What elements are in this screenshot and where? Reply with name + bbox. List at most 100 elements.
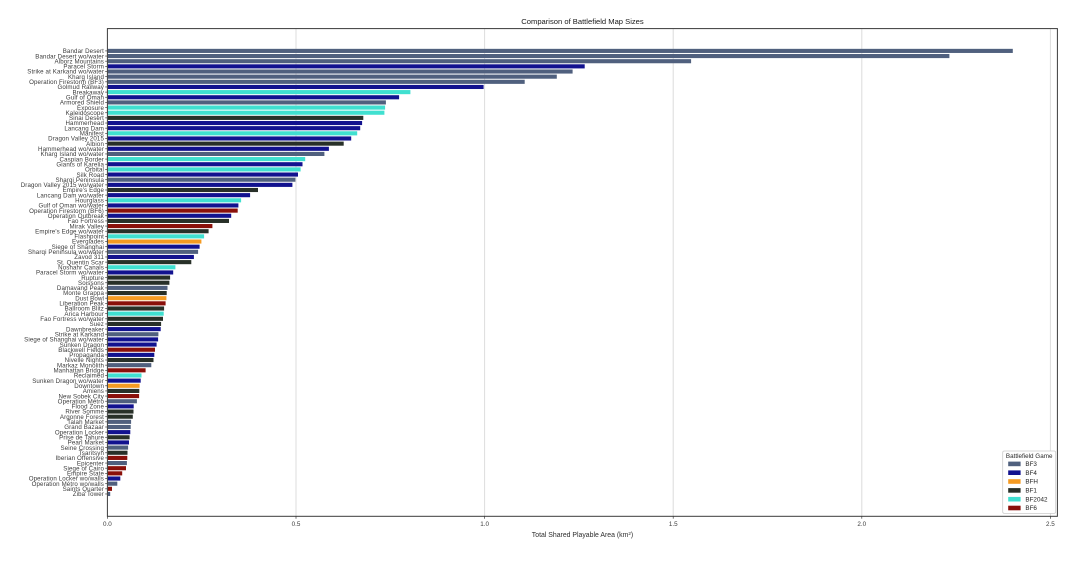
svg-text:Fao Fortress wo/water: Fao Fortress wo/water xyxy=(40,316,104,323)
svg-text:Epicenter: Epicenter xyxy=(77,460,104,467)
svg-text:Saints Quarter: Saints Quarter xyxy=(63,486,104,493)
svg-text:Tsaritsyn: Tsaritsyn xyxy=(79,450,105,457)
svg-text:Exposure: Exposure xyxy=(77,105,104,112)
svg-text:Albion: Albion xyxy=(86,141,104,148)
svg-text:Operation Métro wo/walls: Operation Métro wo/walls xyxy=(32,481,104,488)
svg-text:Silk Road: Silk Road xyxy=(77,172,105,179)
svg-text:Pearl Market: Pearl Market xyxy=(68,440,105,447)
svg-text:Hourglass: Hourglass xyxy=(75,198,104,205)
svg-text:St. Quentin Scar: St. Quentin Scar xyxy=(57,259,104,266)
svg-text:Nivelle Nights: Nivelle Nights xyxy=(65,357,104,364)
svg-text:BF2042: BF2042 xyxy=(1025,496,1048,503)
svg-text:Zavod 311: Zavod 311 xyxy=(74,254,104,261)
svg-text:Sharqi Peninsula: Sharqi Peninsula xyxy=(55,177,104,184)
svg-text:Battlefield Game: Battlefield Game xyxy=(1006,453,1053,460)
svg-text:Argonne Forest: Argonne Forest xyxy=(60,414,104,421)
svg-text:Mirak Valley: Mirak Valley xyxy=(69,223,104,230)
svg-text:Propaganda: Propaganda xyxy=(69,352,104,359)
svg-text:Kharg Island: Kharg Island xyxy=(68,74,104,81)
svg-text:Flashpoint: Flashpoint xyxy=(74,234,104,241)
svg-text:1.5: 1.5 xyxy=(669,521,678,528)
svg-text:BF3: BF3 xyxy=(1025,461,1037,468)
svg-text:Soissons: Soissons xyxy=(78,280,104,287)
svg-text:Armored Shield: Armored Shield xyxy=(60,100,105,107)
svg-text:Seine Crossing: Seine Crossing xyxy=(61,445,105,452)
svg-text:Prise de Tahure: Prise de Tahure xyxy=(59,435,104,442)
svg-text:Comparison of Battlefield Map: Comparison of Battlefield Map Sizes xyxy=(521,17,644,26)
svg-text:Siege of Shanghai wo/water: Siege of Shanghai wo/water xyxy=(24,337,104,344)
svg-text:Suez: Suez xyxy=(89,321,104,328)
svg-text:Dust Bowl: Dust Bowl xyxy=(75,295,104,302)
svg-text:Manhattan Bridge: Manhattan Bridge xyxy=(53,368,104,375)
svg-text:Kharg Island wo/water: Kharg Island wo/water xyxy=(41,151,105,158)
svg-text:Sunken Dragon: Sunken Dragon xyxy=(60,342,105,349)
svg-text:Strike at Karkand wo/water: Strike at Karkand wo/water xyxy=(27,69,104,76)
svg-text:Fao Fortress: Fao Fortress xyxy=(68,218,104,225)
svg-text:River Somme: River Somme xyxy=(65,409,104,416)
svg-text:Giants of Karelia: Giants of Karelia xyxy=(56,161,104,168)
svg-text:Operation Métro: Operation Métro xyxy=(58,398,105,405)
svg-text:Hammerhead wo/water: Hammerhead wo/water xyxy=(38,146,104,153)
svg-text:Markaz Monolith: Markaz Monolith xyxy=(57,362,104,369)
svg-text:Lancang Dam: Lancang Dam xyxy=(64,125,104,132)
svg-text:Siege of Cairo: Siege of Cairo xyxy=(63,465,104,472)
svg-text:Hammerhead: Hammerhead xyxy=(65,120,104,127)
svg-text:BFH: BFH xyxy=(1025,479,1038,486)
svg-text:0.0: 0.0 xyxy=(103,521,112,528)
svg-text:Liberation Peak: Liberation Peak xyxy=(59,301,104,308)
svg-text:Talah Market: Talah Market xyxy=(67,419,104,426)
svg-text:New Sobek City: New Sobek City xyxy=(58,393,104,400)
svg-text:1.0: 1.0 xyxy=(480,521,489,528)
svg-text:Alborz Mountains: Alborz Mountains xyxy=(54,58,104,65)
svg-text:Operation Locker: Operation Locker xyxy=(55,429,104,436)
svg-text:Sinai Desert: Sinai Desert xyxy=(69,115,104,122)
svg-text:Gulf of Oman: Gulf of Oman xyxy=(66,94,105,101)
svg-text:Dawnbreaker: Dawnbreaker xyxy=(66,326,104,333)
svg-text:Ballroom Blitz: Ballroom Blitz xyxy=(65,306,104,313)
svg-text:Flood Zone: Flood Zone xyxy=(72,404,105,411)
svg-text:Damavand Peak: Damavand Peak xyxy=(57,285,105,292)
svg-text:Operation Locker wo/walls: Operation Locker wo/walls xyxy=(29,476,104,483)
svg-text:Grand Bazaar: Grand Bazaar xyxy=(64,424,104,431)
svg-text:Empire's Edge: Empire's Edge xyxy=(63,187,105,194)
svg-text:Paracel Storm: Paracel Storm xyxy=(63,64,104,71)
svg-text:Empire State: Empire State xyxy=(67,471,105,478)
svg-text:Amiens: Amiens xyxy=(83,388,104,395)
svg-text:Operation Firestorm (BF6): Operation Firestorm (BF6) xyxy=(29,208,104,215)
svg-text:BF4: BF4 xyxy=(1025,470,1037,477)
svg-text:Iberian Offensive: Iberian Offensive xyxy=(55,455,104,462)
svg-text:BF1: BF1 xyxy=(1025,488,1037,495)
svg-text:2.5: 2.5 xyxy=(1046,521,1055,528)
svg-text:Kaleidoscope: Kaleidoscope xyxy=(66,110,105,117)
svg-text:Ziba Tower: Ziba Tower xyxy=(73,491,104,498)
svg-text:Operation Firestorm (BF3): Operation Firestorm (BF3) xyxy=(29,79,104,86)
svg-text:2.0: 2.0 xyxy=(857,521,866,528)
svg-text:Operation Outbreak: Operation Outbreak xyxy=(48,213,105,220)
svg-text:Monte Grappa: Monte Grappa xyxy=(63,290,104,297)
svg-text:Dragon Valley 2015 wo/water: Dragon Valley 2015 wo/water xyxy=(21,182,104,189)
svg-text:Downtown: Downtown xyxy=(74,383,104,390)
svg-text:Arica Harbour: Arica Harbour xyxy=(64,311,104,318)
svg-text:Noshahr Canals: Noshahr Canals xyxy=(58,264,104,271)
svg-text:Lancang Dam wo/water: Lancang Dam wo/water xyxy=(37,192,104,199)
svg-text:0.5: 0.5 xyxy=(292,521,301,528)
svg-text:Sharqi Peninsula wo/water: Sharqi Peninsula wo/water xyxy=(28,249,104,256)
svg-text:Siege of Shanghai: Siege of Shanghai xyxy=(52,244,104,251)
svg-text:Reclaimed: Reclaimed xyxy=(74,373,105,380)
svg-text:Strike at Karkand: Strike at Karkand xyxy=(55,331,105,338)
svg-text:Blackwell Fields: Blackwell Fields xyxy=(58,347,104,354)
svg-text:Empire's Edge wo/water: Empire's Edge wo/water xyxy=(35,228,104,235)
svg-text:Orbital: Orbital xyxy=(85,167,104,174)
svg-text:Total Shared Playable Area (km: Total Shared Playable Area (km2) xyxy=(532,531,633,539)
svg-text:Bandar Desert wo/water: Bandar Desert wo/water xyxy=(35,53,104,60)
svg-text:Caspian Border: Caspian Border xyxy=(60,156,105,163)
svg-text:Bandar Desert: Bandar Desert xyxy=(63,48,104,55)
svg-text:BF6: BF6 xyxy=(1025,505,1037,512)
svg-text:Breakaway: Breakaway xyxy=(72,89,104,96)
svg-text:Rupture: Rupture xyxy=(81,275,104,282)
svg-text:Sunken Dragon wo/water: Sunken Dragon wo/water xyxy=(32,378,104,385)
svg-text:Paracel Storm wo/water: Paracel Storm wo/water xyxy=(36,270,104,277)
svg-text:Everglades: Everglades xyxy=(72,239,104,246)
svg-text:Dragon Valley 2015: Dragon Valley 2015 xyxy=(48,136,104,143)
svg-text:Gulf of Oman wo/water: Gulf of Oman wo/water xyxy=(38,203,104,210)
